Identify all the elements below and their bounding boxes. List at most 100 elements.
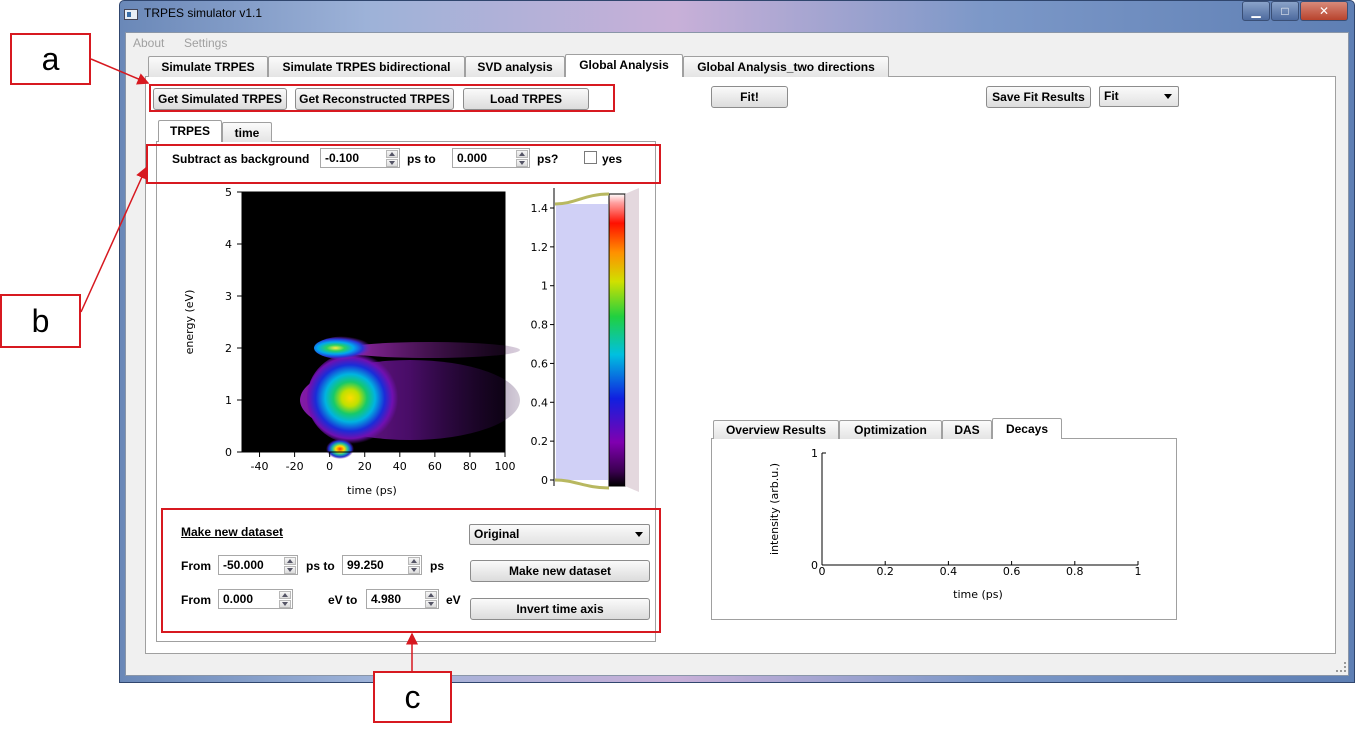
- background-checkbox[interactable]: [584, 151, 597, 164]
- fit-mode-select[interactable]: Fit: [1099, 86, 1179, 107]
- callout-c: c: [373, 671, 452, 723]
- menu-settings[interactable]: Settings: [184, 36, 228, 50]
- decays-xlabel: time (ps): [953, 588, 1003, 601]
- heatmap-frame: [241, 191, 506, 453]
- trpes-x-tick-label: 20: [358, 460, 372, 473]
- close-button[interactable]: ✕: [1300, 1, 1348, 21]
- trpes-x-tick-label: 100: [495, 460, 516, 473]
- fit-button[interactable]: Fit!: [711, 86, 788, 108]
- histogram-region[interactable]: [556, 204, 608, 480]
- level-handle-top[interactable]: [554, 192, 610, 206]
- background-to-label: ps to: [407, 152, 436, 166]
- heatmap-peak-0ev: [326, 439, 354, 459]
- spin-down-icon[interactable]: [279, 600, 291, 608]
- window-title: TRPES simulator v1.1: [144, 6, 263, 20]
- minimize-button[interactable]: ▁: [1242, 1, 1270, 21]
- time-to-spinbox[interactable]: 99.250: [342, 555, 422, 575]
- spin-down-icon[interactable]: [425, 600, 437, 608]
- colorbar-ticks: 0 0.2 0.4 0.6 0.8 1 1.2 1.4: [531, 202, 554, 487]
- trpes-y-tick-label: 2: [225, 342, 232, 355]
- background-label: Subtract as background: [172, 152, 310, 166]
- time-from-spinbox[interactable]: -50.000: [218, 555, 298, 575]
- tab-trpes[interactable]: TRPES: [158, 120, 222, 142]
- trpes-plot: -40 -20 0 20 40 60 80 100 0 1 2 3 4 5 time (ps) ener…: [183, 186, 520, 497]
- background-question-label: ps?: [537, 152, 559, 166]
- tab-das[interactable]: DAS: [942, 420, 992, 439]
- background-to-value: 0.000: [457, 151, 488, 165]
- trpes-ylabel: energy (eV): [183, 290, 196, 355]
- tab-overview-results[interactable]: Overview Results: [713, 420, 839, 439]
- trpes-xlabel: time (ps): [347, 484, 397, 497]
- spin-up-icon[interactable]: [386, 150, 398, 158]
- make-dataset-heading: Make new dataset: [181, 525, 284, 539]
- tab-decays[interactable]: Decays: [992, 418, 1062, 439]
- decays-tab-pane: [711, 438, 1177, 620]
- energy-from-label: From: [181, 593, 211, 607]
- trpes-y-tick-label: 1: [225, 394, 232, 407]
- trpes-x-ticks: -40 -20 0 20 40 60 80 100: [251, 452, 516, 473]
- spin-up-icon[interactable]: [279, 591, 291, 599]
- decays-plot: 0 0.2 0.4 0.6 0.8 1 01 time (ps) intensity (a…: [768, 447, 1142, 601]
- time-from-label: From: [181, 559, 211, 573]
- background-from-spinbox[interactable]: -0.100: [320, 148, 400, 168]
- colorbar-tick-label: 0.4: [531, 396, 549, 409]
- callout-a: a: [10, 33, 91, 85]
- gradient-editor[interactable]: [625, 188, 639, 492]
- maximize-button[interactable]: □: [1271, 1, 1299, 21]
- colorbar-tick-label: 0.8: [531, 319, 549, 332]
- colorbar-tick-label: 0: [541, 474, 548, 487]
- make-new-dataset-button[interactable]: Make new dataset: [470, 560, 650, 582]
- get-simulated-trpes-button[interactable]: Get Simulated TRPES: [153, 88, 287, 110]
- decays-x-tick-label: 0: [819, 565, 826, 578]
- menu-bar: [126, 33, 1348, 53]
- tab-simulate-trpes-bidirectional[interactable]: Simulate TRPES bidirectional: [268, 56, 465, 77]
- load-trpes-button[interactable]: Load TRPES: [463, 88, 589, 110]
- spin-up-icon[interactable]: [425, 591, 437, 599]
- spin-up-icon[interactable]: [408, 557, 420, 565]
- decays-x-ticks: 0 0.2 0.4 0.6 0.8 1: [819, 561, 1142, 578]
- spin-down-icon[interactable]: [516, 159, 528, 167]
- decays-x-tick-label: 0.6: [1003, 565, 1021, 578]
- spin-down-icon[interactable]: [408, 566, 420, 574]
- colorbar-tick-label: 1: [541, 280, 548, 293]
- trpes-x-tick-label: -20: [286, 460, 304, 473]
- energy-to-label: eV to: [328, 593, 358, 607]
- colorbar-tick-label: 1.4: [531, 202, 549, 215]
- tab-simulate-trpes[interactable]: Simulate TRPES: [148, 56, 268, 77]
- spin-down-icon[interactable]: [284, 566, 296, 574]
- energy-to-spinbox[interactable]: 4.980: [366, 589, 439, 609]
- decays-y-tick-label: 1: [811, 447, 818, 460]
- colorbar-gradient[interactable]: [608, 193, 626, 487]
- trpes-x-tick-label: -40: [251, 460, 269, 473]
- spin-up-icon[interactable]: [516, 150, 528, 158]
- decays-ylabel: intensity (arb.u.): [768, 463, 781, 555]
- resize-grip[interactable]: [1336, 662, 1346, 672]
- level-handle-bottom[interactable]: [554, 478, 610, 490]
- tab-svd-analysis[interactable]: SVD analysis: [465, 56, 565, 77]
- spin-up-icon[interactable]: [284, 557, 296, 565]
- decays-x-tick-label: 1: [1135, 565, 1142, 578]
- background-to-spinbox[interactable]: 0.000: [452, 148, 530, 168]
- energy-from-spinbox[interactable]: 0.000: [218, 589, 293, 609]
- spin-down-icon[interactable]: [386, 159, 398, 167]
- trpes-y-tick-label: 4: [225, 238, 232, 251]
- menu-about[interactable]: About: [133, 36, 165, 50]
- trpes-y-tick-label: 5: [225, 186, 232, 199]
- decays-x-tick-label: 0.4: [940, 565, 958, 578]
- save-fit-results-button[interactable]: Save Fit Results: [986, 86, 1091, 108]
- trpes-y-ticks: 0 1 2 3 4 5: [225, 186, 242, 459]
- tab-global-analysis-two-directions[interactable]: Global Analysis_two directions: [683, 56, 889, 77]
- dataset-source-select[interactable]: Original: [469, 524, 650, 545]
- tab-time[interactable]: time: [222, 122, 272, 142]
- time-unit-label: ps: [430, 559, 445, 573]
- tab-optimization[interactable]: Optimization: [839, 420, 942, 439]
- tab-global-analysis[interactable]: Global Analysis: [565, 54, 683, 77]
- invert-time-axis-button[interactable]: Invert time axis: [470, 598, 650, 620]
- colorbar-tick-label: 1.2: [531, 241, 549, 254]
- trpes-y-tick-label: 0: [225, 446, 232, 459]
- decays-x-tick-label: 0.8: [1066, 565, 1084, 578]
- time-from-value: -50.000: [223, 558, 264, 572]
- get-reconstructed-trpes-button[interactable]: Get Reconstructed TRPES: [295, 88, 454, 110]
- trpes-x-tick-label: 60: [428, 460, 442, 473]
- fit-mode-value: Fit: [1104, 89, 1119, 103]
